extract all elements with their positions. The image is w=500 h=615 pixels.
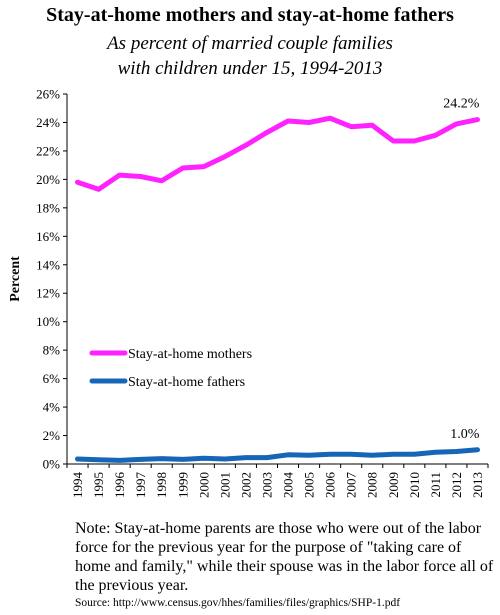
x-tick-label: 2010: [407, 472, 422, 498]
x-tick-label: 2011: [428, 472, 443, 498]
x-tick-label: 2004: [281, 472, 296, 499]
y-tick-label: 10%: [36, 314, 60, 329]
chart-subtitle: As percent of married couple families wi…: [0, 31, 500, 81]
x-tick-label: 2009: [386, 472, 401, 498]
subtitle-line: As percent of married couple families: [107, 33, 393, 54]
y-tick-label: 0%: [43, 457, 61, 472]
x-tick-label: 2013: [470, 472, 485, 498]
series-line-mothers: [75, 115, 480, 192]
line-chart: 0% 2% 4% 6% 8% 10% 12% 14% 16% 18% 20% 22% 24% 26% 199…: [8, 87, 489, 499]
series-line-fathers: [75, 447, 480, 463]
x-tick-label: 1998: [154, 472, 169, 498]
x-tick-label: 2012: [449, 472, 464, 498]
x-tick-label: 1997: [133, 472, 148, 499]
x-tick-label: 2000: [196, 472, 211, 498]
chart-source: Source: http://www.census.gov/hhes/famil…: [75, 597, 401, 609]
x-tick-label: 2006: [323, 472, 338, 499]
x-tick-label: 1995: [91, 472, 106, 498]
legend-label: Stay-at-home fathers: [128, 375, 245, 390]
chart-note: Note: Stay-at-home parents are those who…: [75, 520, 494, 594]
y-tick-label: 24%: [36, 115, 60, 130]
x-tick-label: 2003: [259, 472, 274, 498]
x-tick-label: 2005: [302, 472, 317, 498]
legend-label: Stay-at-home mothers: [128, 347, 252, 362]
x-tick-label: 2007: [344, 472, 359, 499]
y-tick-label: 6%: [43, 371, 61, 386]
y-tick-label: 18%: [36, 200, 60, 215]
y-tick-label: 12%: [36, 286, 60, 301]
y-tick-label: 8%: [43, 343, 61, 358]
x-tick-label: 2001: [217, 472, 232, 498]
y-tick-label: 16%: [36, 229, 60, 244]
y-axis-title: Percent: [8, 256, 23, 302]
x-tick-label: 1999: [175, 472, 190, 498]
x-tick-label: 1994: [70, 472, 85, 499]
subtitle-line: with children under 15, 1994-2013: [117, 58, 383, 79]
end-value-label: 24.2%: [443, 97, 480, 112]
x-tick-label: 2008: [365, 472, 380, 498]
y-tick-label: 22%: [36, 143, 60, 158]
x-tick-label: 1996: [112, 472, 127, 499]
y-tick-label: 20%: [36, 172, 60, 187]
y-tick-label: 14%: [36, 257, 60, 272]
end-value-label: 1.0%: [450, 427, 480, 442]
y-tick-label: 2%: [43, 428, 61, 443]
x-tick-label: 2002: [238, 472, 253, 498]
chart-title: Stay-at-home mothers and stay-at-home fa…: [46, 4, 454, 26]
y-tick-label: 4%: [43, 400, 61, 415]
y-tick-label: 26%: [36, 87, 60, 102]
